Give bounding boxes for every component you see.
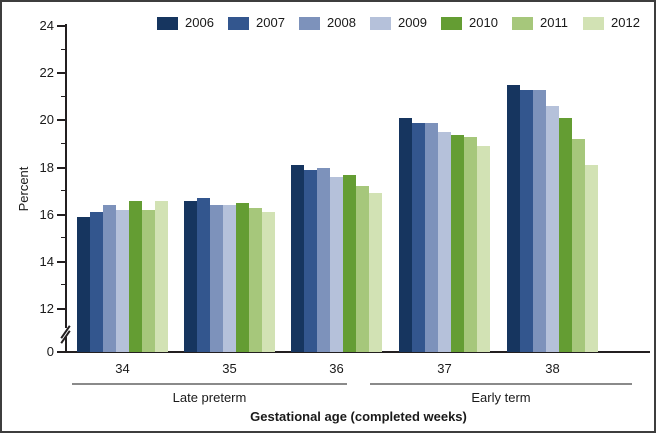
bar-2009-wk35 bbox=[223, 205, 236, 352]
bar-2012-wk35 bbox=[262, 212, 275, 352]
legend-label-2007: 2007 bbox=[256, 15, 285, 30]
bar-2006-wk35 bbox=[184, 200, 197, 352]
x-axis-baseline bbox=[65, 351, 650, 353]
legend-swatch-2008 bbox=[299, 16, 320, 30]
bar-2012-wk34 bbox=[155, 200, 168, 352]
legend-swatch-2009 bbox=[370, 16, 391, 30]
y-tick-label: 20 bbox=[39, 112, 54, 128]
bar-2007-wk37 bbox=[412, 122, 425, 352]
late-preterm-label: Late preterm bbox=[172, 390, 247, 405]
y-major-tick bbox=[57, 308, 66, 310]
x-category-label-36: 36 bbox=[329, 361, 344, 376]
early-term-bracket-line bbox=[370, 383, 632, 385]
legend-label-2008: 2008 bbox=[327, 15, 356, 30]
y-major-tick bbox=[57, 25, 66, 28]
bar-2008-wk37 bbox=[425, 122, 438, 352]
bar-2009-wk36 bbox=[330, 176, 343, 352]
legend-item-2007: 2007 bbox=[228, 16, 285, 30]
bar-2008-wk38 bbox=[533, 89, 546, 352]
x-category-label-38: 38 bbox=[545, 361, 560, 376]
late-preterm-bracket-line bbox=[72, 383, 347, 385]
bar-2007-wk35 bbox=[197, 198, 210, 352]
legend-label-2012: 2012 bbox=[611, 15, 640, 30]
bar-2007-wk36 bbox=[304, 169, 317, 352]
y-tick-label: 16 bbox=[39, 206, 54, 222]
legend-label-2010: 2010 bbox=[469, 15, 498, 30]
legend-label-2006: 2006 bbox=[185, 15, 214, 30]
y-major-tick bbox=[57, 351, 66, 353]
bar-2006-wk36 bbox=[291, 165, 304, 352]
bar-2010-wk37 bbox=[451, 134, 464, 352]
bar-2006-wk38 bbox=[507, 84, 520, 352]
bar-2008-wk35 bbox=[210, 205, 223, 352]
y-minor-tick bbox=[61, 95, 66, 97]
legend-item-2009: 2009 bbox=[370, 16, 427, 30]
bar-2012-wk36 bbox=[369, 193, 382, 352]
y-tick-label: 12 bbox=[39, 301, 54, 316]
bar-2010-wk35 bbox=[236, 202, 249, 352]
legend-swatch-2012 bbox=[583, 16, 604, 30]
bar-2007-wk38 bbox=[520, 89, 533, 352]
y-minor-tick bbox=[61, 284, 66, 286]
bar-2007-wk34 bbox=[90, 212, 103, 352]
bar-2012-wk38 bbox=[585, 165, 598, 352]
bar-2009-wk34 bbox=[116, 209, 129, 352]
y-minor-tick bbox=[61, 190, 66, 192]
y-tick-label: 24 bbox=[39, 18, 54, 34]
bar-2006-wk37 bbox=[399, 118, 412, 352]
y-minor-tick bbox=[61, 48, 66, 50]
y-tick-label: 0 bbox=[46, 344, 54, 359]
legend-swatch-2007 bbox=[228, 16, 249, 30]
y-major-tick bbox=[57, 72, 66, 75]
legend-swatch-2010 bbox=[441, 16, 462, 30]
bar-2006-wk34 bbox=[77, 217, 90, 352]
legend-item-2006: 2006 bbox=[157, 16, 214, 30]
bar-2010-wk38 bbox=[559, 118, 572, 352]
legend-item-2008: 2008 bbox=[299, 16, 356, 30]
x-axis-title: Gestational age (completed weeks) bbox=[250, 409, 467, 424]
x-category-label-35: 35 bbox=[222, 361, 237, 376]
legend-item-2012: 2012 bbox=[583, 16, 640, 30]
bar-2011-wk38 bbox=[572, 139, 585, 352]
legend-swatch-2011 bbox=[512, 16, 533, 30]
bar-2008-wk34 bbox=[103, 205, 116, 352]
y-tick-label: 14 bbox=[39, 253, 54, 269]
bar-2011-wk37 bbox=[464, 136, 477, 352]
y-major-tick bbox=[57, 260, 66, 263]
y-major-tick bbox=[57, 166, 66, 169]
legend-swatch-2006 bbox=[157, 16, 178, 30]
early-term-label: Early term bbox=[471, 390, 531, 405]
bar-2011-wk34 bbox=[142, 209, 155, 352]
bar-2011-wk35 bbox=[249, 207, 262, 352]
y-axis-line bbox=[65, 24, 67, 353]
y-tick-label: 18 bbox=[39, 159, 54, 175]
bar-2008-wk36 bbox=[317, 167, 330, 352]
legend-item-2011: 2011 bbox=[512, 16, 568, 30]
bar-2009-wk37 bbox=[438, 132, 451, 352]
bar-2011-wk36 bbox=[356, 186, 369, 352]
bar-2012-wk37 bbox=[477, 146, 490, 352]
x-category-label-34: 34 bbox=[115, 361, 130, 376]
y-major-tick bbox=[57, 213, 66, 216]
legend-label-2011: 2011 bbox=[540, 15, 568, 30]
legend-label-2009: 2009 bbox=[398, 15, 427, 30]
y-tick-label: 22 bbox=[39, 65, 54, 81]
bar-2010-wk36 bbox=[343, 174, 356, 352]
y-major-tick bbox=[57, 119, 66, 122]
y-minor-tick bbox=[61, 142, 66, 144]
legend-item-2010: 2010 bbox=[441, 16, 498, 30]
y-minor-tick bbox=[61, 237, 66, 239]
x-category-label-37: 37 bbox=[437, 361, 452, 376]
bar-2009-wk38 bbox=[546, 106, 559, 352]
bar-2010-wk34 bbox=[129, 200, 142, 352]
